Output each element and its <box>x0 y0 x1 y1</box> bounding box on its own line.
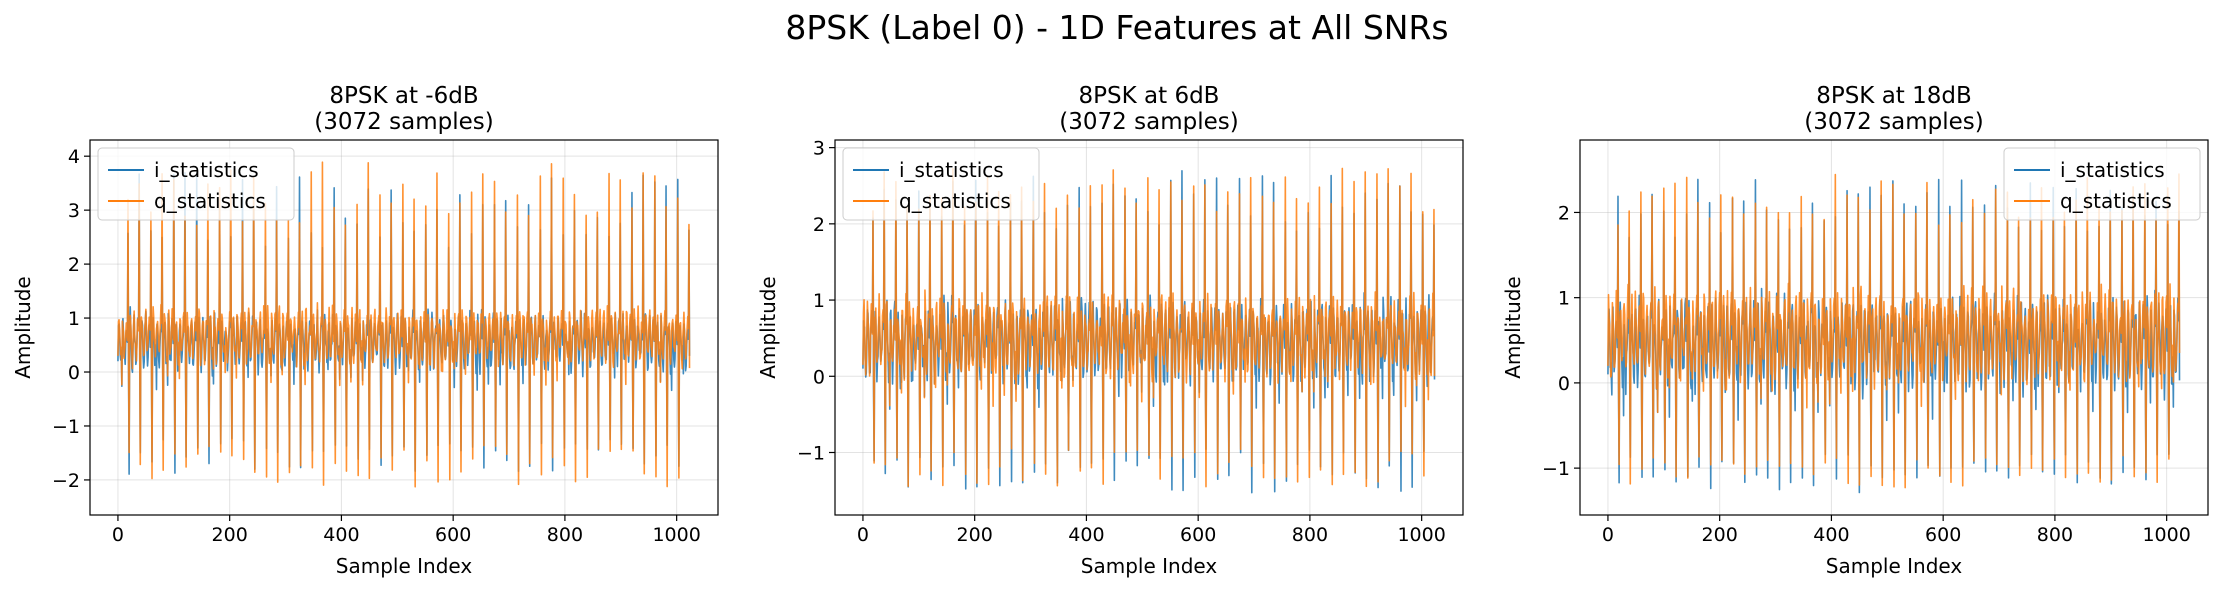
panel-title-line2: (3072 samples) <box>1804 109 1983 135</box>
y-tick-label: 0 <box>813 366 825 388</box>
legend-label-q_statistics: q_statistics <box>2060 189 2172 213</box>
x-axis-label: Sample Index <box>1826 554 1963 578</box>
y-tick-label: 0 <box>68 362 80 384</box>
legend-label-q_statistics: q_statistics <box>899 189 1011 213</box>
x-tick-label: 600 <box>1925 524 1961 546</box>
legend-label-i_statistics: i_statistics <box>2060 158 2165 182</box>
figure-title: 8PSK (Label 0) - 1D Features at All SNRs <box>785 8 1449 47</box>
legend: i_statistics q_statistics <box>97 147 295 221</box>
x-tick-label: 400 <box>323 524 359 546</box>
chart-panel-snr-minus6: 8PSK at -6dB(3072 samples) 0 200 400 600 800 1… <box>11 83 719 578</box>
x-tick-label: 1000 <box>652 524 700 546</box>
x-tick-label: 600 <box>1180 524 1216 546</box>
axes-frame <box>1579 139 2209 516</box>
x-tick-label: 200 <box>1702 524 1738 546</box>
x-axis-label: Sample Index <box>336 554 473 578</box>
y-tick-label: 2 <box>813 214 825 236</box>
legend: i_statistics q_statistics <box>842 147 1040 221</box>
y-axis-label: Amplitude <box>11 276 35 379</box>
series-line-q_statistics <box>117 161 691 488</box>
y-tick-label: 4 <box>68 146 80 168</box>
y-tick-label: −1 <box>1542 458 1570 480</box>
x-tick-label: 800 <box>2037 524 2073 546</box>
y-tick-label: −2 <box>52 470 80 492</box>
y-tick-label: 2 <box>68 254 80 276</box>
x-tick-label: 1000 <box>2142 524 2190 546</box>
panel-title-line1: 8PSK at 18dB <box>1816 83 1972 109</box>
panel-title-line1: 8PSK at 6dB <box>1079 83 1220 109</box>
y-tick-label: 3 <box>813 138 825 160</box>
axes-frame <box>89 139 719 516</box>
y-tick-label: 1 <box>68 308 80 330</box>
chart-panel-snr-18: 8PSK at 18dB(3072 samples) 0 200 400 600 800 1… <box>1501 83 2209 578</box>
y-tick-label: 1 <box>1558 288 1570 310</box>
y-tick-label: −1 <box>797 443 825 465</box>
y-tick-label: 3 <box>68 200 80 222</box>
x-tick-label: 0 <box>1602 524 1614 546</box>
legend-label-q_statistics: q_statistics <box>154 189 266 213</box>
x-tick-label: 200 <box>212 524 248 546</box>
x-tick-label: 400 <box>1068 524 1104 546</box>
y-tick-label: 2 <box>1558 202 1570 224</box>
chart-panel-snr-6: 8PSK at 6dB(3072 samples)0 200 400 600 800 10… <box>756 83 1464 578</box>
x-tick-label: 400 <box>1813 524 1849 546</box>
legend: i_statistics q_statistics <box>2003 147 2201 221</box>
y-axis-label: Amplitude <box>756 276 780 379</box>
x-tick-label: 0 <box>112 524 124 546</box>
y-axis-label: Amplitude <box>1501 276 1525 379</box>
x-tick-label: 200 <box>957 524 993 546</box>
x-tick-label: 800 <box>1292 524 1328 546</box>
panel-title-line2: (3072 samples) <box>314 109 493 135</box>
x-tick-label: 800 <box>547 524 583 546</box>
panel-title-line1: 8PSK at -6dB <box>329 83 478 109</box>
x-axis-label: Sample Index <box>1081 554 1218 578</box>
series-line-q_statistics <box>1607 173 2181 489</box>
x-tick-label: 600 <box>435 524 471 546</box>
axes-frame <box>834 139 1464 516</box>
series-line-q_statistics <box>862 167 1436 488</box>
y-tick-label: −1 <box>52 416 80 438</box>
legend-label-i_statistics: i_statistics <box>154 158 259 182</box>
y-tick-label: 0 <box>1558 373 1570 395</box>
x-tick-label: 0 <box>857 524 869 546</box>
legend-label-i_statistics: i_statistics <box>899 158 1004 182</box>
y-tick-label: 1 <box>813 290 825 312</box>
x-tick-label: 1000 <box>1397 524 1445 546</box>
panel-title-line2: (3072 samples) <box>1059 109 1238 135</box>
